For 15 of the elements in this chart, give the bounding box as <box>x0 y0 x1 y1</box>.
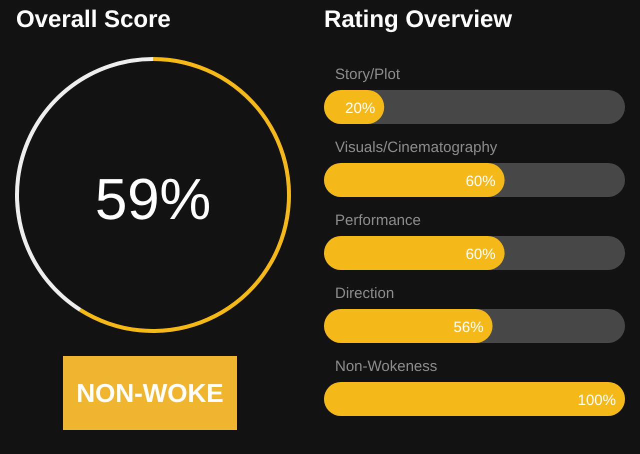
chart-title: Rating Overview <box>324 6 512 33</box>
y-tick-label: Performance <box>335 212 421 228</box>
y-tick-label: Non-Wokeness <box>335 358 438 374</box>
data-label: 59% <box>94 166 212 232</box>
data-label: 60% <box>466 172 496 190</box>
y-tick-label: Visuals/Cinematography <box>335 138 498 156</box>
badge: NON-WOKE <box>63 356 237 430</box>
y-tick-label: Story/Plot <box>335 66 401 82</box>
data-label: 100% <box>578 392 616 408</box>
data-label: 56% <box>454 318 484 336</box>
data-label: 20% <box>345 100 376 116</box>
data-label: 60% <box>466 246 496 262</box>
donut-slice <box>79 57 291 333</box>
chart-title: Overall Score <box>16 6 171 33</box>
y-tick-label: Direction <box>335 284 394 302</box>
